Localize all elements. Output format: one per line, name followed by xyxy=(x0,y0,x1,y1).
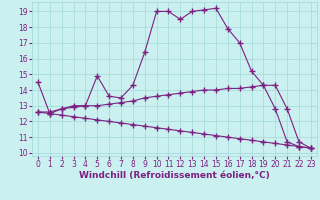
X-axis label: Windchill (Refroidissement éolien,°C): Windchill (Refroidissement éolien,°C) xyxy=(79,171,270,180)
